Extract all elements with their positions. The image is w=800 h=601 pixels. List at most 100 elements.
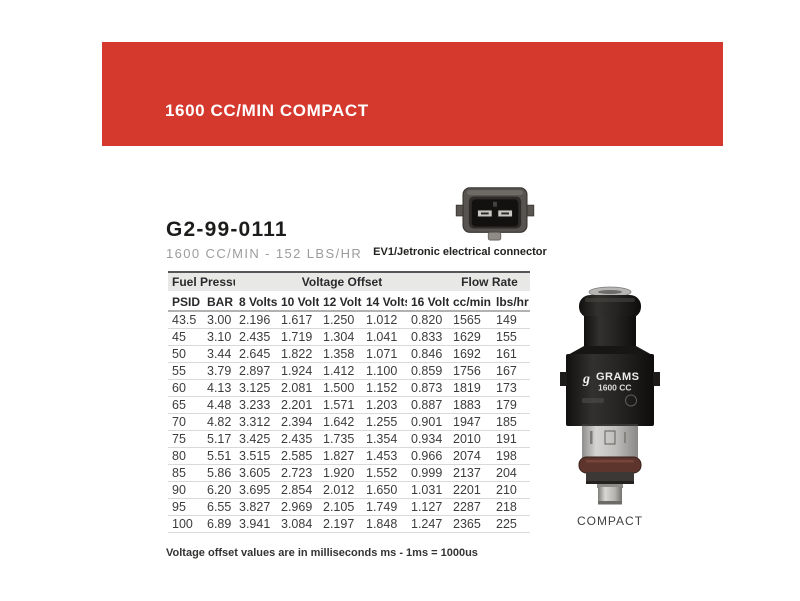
table-cell: 6.55 — [203, 498, 235, 516]
table-cell: 2287 — [449, 498, 492, 516]
injector-caption: COMPACT — [576, 514, 644, 528]
column-header: 8 Volts — [235, 292, 277, 312]
table-cell: 3.605 — [235, 464, 277, 482]
table-row: 55 3.79 2.897 1.924 1.412 1.100 0.859 1756 167 — [168, 362, 531, 380]
table-cell: 1.152 — [362, 379, 407, 397]
table-cell: 2.645 — [235, 345, 277, 363]
table-cell: 0.901 — [407, 413, 449, 431]
table-cell: 2137 — [449, 464, 492, 482]
column-header: 14 Volts — [362, 292, 407, 312]
table-cell: 2010 — [449, 430, 492, 448]
table-cell: 1.924 — [277, 362, 319, 380]
table-cell: 1.822 — [277, 345, 319, 363]
table-cell: 3.44 — [203, 345, 235, 363]
table-cell: 0.966 — [407, 447, 449, 465]
injector-figure: g GRAMS 1600 CC — [560, 280, 660, 515]
table-cell: 3.233 — [235, 396, 277, 414]
table-cell: 3.515 — [235, 447, 277, 465]
table-cell: 1.247 — [407, 515, 449, 533]
table-cell: 225 — [492, 515, 531, 533]
table-cell: 100 — [168, 515, 203, 533]
column-header: cc/min — [449, 292, 492, 312]
table-cell: 1.719 — [277, 328, 319, 346]
table-cell: 1.735 — [319, 430, 362, 448]
connector-caption: EV1/Jetronic electrical connector — [373, 246, 547, 258]
table-cell: 70 — [168, 413, 203, 431]
table-cell: 2.394 — [277, 413, 319, 431]
table-cell: 155 — [492, 328, 531, 346]
table-cell: 55 — [168, 362, 203, 380]
table-cell: 65 — [168, 396, 203, 414]
table-cell: 0.833 — [407, 328, 449, 346]
table-cell: 1.127 — [407, 498, 449, 516]
column-header: 16 Volts — [407, 292, 449, 312]
table-row: 45 3.10 2.435 1.719 1.304 1.041 0.833 1629 155 — [168, 328, 531, 346]
table-cell: 5.51 — [203, 447, 235, 465]
table-cell: 4.13 — [203, 379, 235, 397]
table-row: 80 5.51 3.515 2.585 1.827 1.453 0.966 2074 198 — [168, 447, 531, 465]
table-cell: 45 — [168, 328, 203, 346]
table-cell: 1.650 — [362, 481, 407, 499]
column-header: PSID — [168, 292, 203, 312]
table-row: 95 6.55 3.827 2.969 2.105 1.749 1.127 2287 218 — [168, 498, 531, 516]
injector-model-text: 1600 CC — [598, 383, 632, 393]
table-cell: 218 — [492, 498, 531, 516]
table-cell: 75 — [168, 430, 203, 448]
table-cell: 2365 — [449, 515, 492, 533]
table-cell: 3.425 — [235, 430, 277, 448]
table-cell: 179 — [492, 396, 531, 414]
table-cell: 1.500 — [319, 379, 362, 397]
table-cell: 198 — [492, 447, 531, 465]
part-subtitle: 1600 CC/MIN - 152 LBS/HR — [166, 246, 363, 261]
table-row: 75 5.17 3.425 2.435 1.735 1.354 0.934 2010 191 — [168, 430, 531, 448]
table-cell: 204 — [492, 464, 531, 482]
table-cell: 85 — [168, 464, 203, 482]
fuel-injector-image: g GRAMS 1600 CC — [560, 286, 660, 505]
table-cell: 185 — [492, 413, 531, 431]
table-cell: 1819 — [449, 379, 492, 397]
group-flow-rate: Flow Rate — [449, 272, 531, 293]
table-cell: 1.012 — [362, 311, 407, 329]
table-cell: 1.827 — [319, 447, 362, 465]
table-cell: 1.412 — [319, 362, 362, 380]
table-cell: 1629 — [449, 328, 492, 346]
table-row: 90 6.20 3.695 2.854 2.012 1.650 1.031 2201 210 — [168, 481, 531, 499]
table-cell: 1.571 — [319, 396, 362, 414]
table-cell: 1.354 — [362, 430, 407, 448]
table-cell: 2.105 — [319, 498, 362, 516]
table-cell: 2.012 — [319, 481, 362, 499]
header-banner: 1600 CC/MIN COMPACT — [102, 42, 723, 146]
table-cell: 1.041 — [362, 328, 407, 346]
table-cell: 0.934 — [407, 430, 449, 448]
injector-logo-glyph: g — [582, 372, 590, 387]
table-cell: 4.48 — [203, 396, 235, 414]
table-cell: 0.859 — [407, 362, 449, 380]
table-cell: 191 — [492, 430, 531, 448]
table-cell: 2.196 — [235, 311, 277, 329]
table-cell: 0.887 — [407, 396, 449, 414]
table-row: 70 4.82 3.312 2.394 1.642 1.255 0.901 1947 185 — [168, 413, 531, 431]
table-row: 100 6.89 3.941 3.084 2.197 1.848 1.247 2365 225 — [168, 515, 531, 533]
table-cell: 3.312 — [235, 413, 277, 431]
table-cell: 2.197 — [319, 515, 362, 533]
column-header: 10 Volts — [277, 292, 319, 312]
table-row: 65 4.48 3.233 2.201 1.571 1.203 0.887 1883 179 — [168, 396, 531, 414]
table-cell: 2.897 — [235, 362, 277, 380]
flow-rate-table: Fuel Pressure Voltage Offset Flow Rate P… — [168, 271, 531, 533]
table-cell: 1.848 — [362, 515, 407, 533]
table-cell: 1947 — [449, 413, 492, 431]
table-group-header-row: Fuel Pressure Voltage Offset Flow Rate — [168, 272, 531, 293]
table-cell: 1883 — [449, 396, 492, 414]
table-cell: 1.203 — [362, 396, 407, 414]
table-cell: 2074 — [449, 447, 492, 465]
column-header: 12 Volts — [319, 292, 362, 312]
table-body: 43.5 3.00 2.196 1.617 1.250 1.012 0.820 1565 149… — [168, 311, 531, 533]
group-fuel-pressure: Fuel Pressure — [168, 272, 235, 293]
page-title: 1600 CC/MIN COMPACT — [165, 101, 369, 120]
table-cell: 1565 — [449, 311, 492, 329]
table-cell: 5.17 — [203, 430, 235, 448]
table-row: 85 5.86 3.605 2.723 1.920 1.552 0.999 2137 204 — [168, 464, 531, 482]
table-cell: 3.125 — [235, 379, 277, 397]
table-cell: 2.435 — [235, 328, 277, 346]
